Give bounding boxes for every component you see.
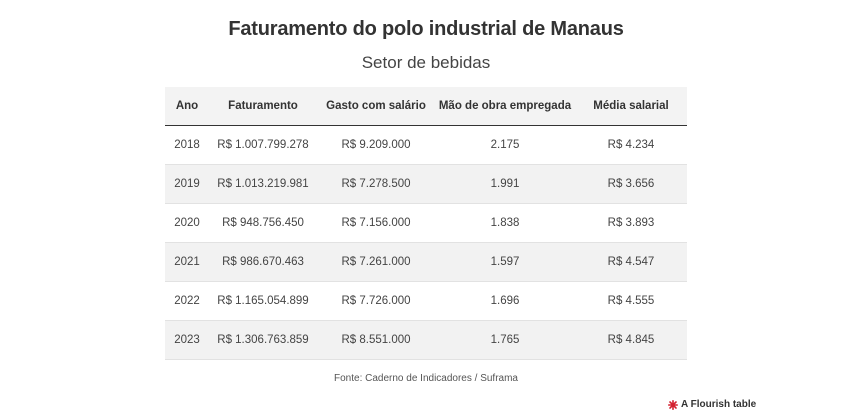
table-cell-mao-de-obra: 1.696 [435,281,575,321]
flourish-branding-link[interactable]: A Flourish table [668,399,756,410]
table-cell-gasto-com-salario: R$ 8.551.000 [317,320,435,360]
table-cell-gasto-com-salario: R$ 7.726.000 [317,281,435,321]
table-row: 2023 R$ 1.306.763.859 R$ 8.551.000 1.765… [165,320,687,360]
table-cell-gasto-com-salario: R$ 9.209.000 [317,125,435,165]
table-cell-faturamento: R$ 1.007.799.278 [209,125,317,165]
table-cell-ano: 2021 [165,242,209,282]
table-cell-gasto-com-salario: R$ 7.278.500 [317,164,435,204]
table-cell-media-salarial: R$ 4.547 [575,242,687,282]
table-header-row: Ano Faturamento Gasto com salário Mão de… [165,87,687,126]
table-cell-gasto-com-salario: R$ 7.261.000 [317,242,435,282]
data-table: Ano Faturamento Gasto com salário Mão de… [165,87,687,360]
table-cell-media-salarial: R$ 4.845 [575,320,687,360]
table-cell-faturamento: R$ 1.306.763.859 [209,320,317,360]
table-row: 2020 R$ 948.756.450 R$ 7.156.000 1.838 R… [165,203,687,243]
table-row: 2018 R$ 1.007.799.278 R$ 9.209.000 2.175… [165,125,687,165]
column-header-mao-de-obra[interactable]: Mão de obra empregada [435,87,575,126]
table-cell-media-salarial: R$ 4.555 [575,281,687,321]
table-cell-mao-de-obra: 1.838 [435,203,575,243]
table-cell-media-salarial: R$ 3.893 [575,203,687,243]
flourish-logo-icon [668,399,678,410]
table-cell-media-salarial: R$ 4.234 [575,125,687,165]
table-cell-faturamento: R$ 948.756.450 [209,203,317,243]
table-cell-faturamento: R$ 986.670.463 [209,242,317,282]
table-cell-faturamento: R$ 1.013.219.981 [209,164,317,204]
table-row: 2021 R$ 986.670.463 R$ 7.261.000 1.597 R… [165,242,687,282]
table-row: 2019 R$ 1.013.219.981 R$ 7.278.500 1.991… [165,164,687,204]
flourish-branding-label: A Flourish table [681,399,757,410]
table-row: 2022 R$ 1.165.054.899 R$ 7.726.000 1.696… [165,281,687,321]
table-cell-mao-de-obra: 1.991 [435,164,575,204]
column-header-ano[interactable]: Ano [165,87,209,126]
table-cell-ano: 2023 [165,320,209,360]
source-note: Fonte: Caderno de Indicadores / Suframa [334,373,518,384]
table-cell-ano: 2019 [165,164,209,204]
table-cell-ano: 2018 [165,125,209,165]
table-cell-mao-de-obra: 1.597 [435,242,575,282]
table-cell-faturamento: R$ 1.165.054.899 [209,281,317,321]
page-subtitle: Setor de bebidas [361,53,491,72]
page-title: Faturamento do polo industrial de Manaus [228,18,624,40]
table-cell-ano: 2022 [165,281,209,321]
table-cell-media-salarial: R$ 3.656 [575,164,687,204]
column-header-gasto-com-salario[interactable]: Gasto com salário [317,87,435,126]
table-cell-mao-de-obra: 2.175 [435,125,575,165]
table-cell-ano: 2020 [165,203,209,243]
table-cell-mao-de-obra: 1.765 [435,320,575,360]
table-cell-gasto-com-salario: R$ 7.156.000 [317,203,435,243]
column-header-media-salarial[interactable]: Média salarial [575,87,687,126]
column-header-faturamento[interactable]: Faturamento [209,87,317,126]
